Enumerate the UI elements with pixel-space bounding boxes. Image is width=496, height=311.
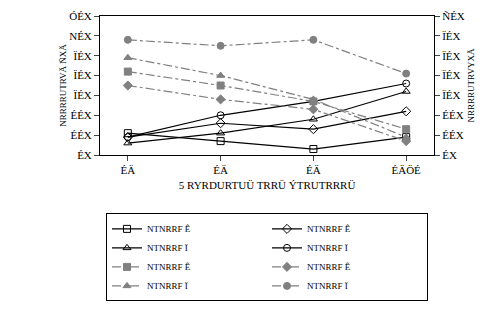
svg-text:ÏÉX: ÏÉX xyxy=(73,69,91,81)
svg-text:NRRRRUTRVYXÄ: NRRRRUTRVYXÄ xyxy=(466,48,476,122)
svg-text:ÏÉX: ÏÉX xyxy=(442,89,460,101)
svg-text:ÓÉX: ÓÉX xyxy=(69,10,92,22)
svg-text:ÉÉX: ÉÉX xyxy=(70,129,91,141)
svg-text:ÏÉX: ÏÉX xyxy=(73,50,91,62)
svg-text:NTNRRF Ê: NTNRRF Ê xyxy=(307,224,351,234)
svg-text:ÉÉX: ÉÉX xyxy=(442,109,463,121)
svg-text:ÉÉX: ÉÉX xyxy=(442,129,463,141)
svg-text:ÉX: ÉX xyxy=(77,149,92,161)
svg-text:ÑÉX: ÑÉX xyxy=(442,10,465,22)
svg-text:ÉÉX: ÉÉX xyxy=(70,109,91,121)
svg-text:NTNRRF Ê: NTNRRF Ê xyxy=(147,224,191,234)
svg-text:NTNRRF Ï: NTNRRF Ï xyxy=(147,281,188,291)
svg-text:ÉX: ÉX xyxy=(442,149,457,161)
svg-text:NTNRRF Ï: NTNRRF Ï xyxy=(307,243,348,253)
svg-text:ÉÄÖÉ: ÉÄÖÉ xyxy=(392,164,422,176)
svg-text:ÉÄ: ÉÄ xyxy=(120,164,135,176)
svg-text:NÉX: NÉX xyxy=(69,30,92,42)
svg-text:NTNRRF Ï: NTNRRF Ï xyxy=(307,281,348,291)
svg-text:5 RYRDURTUÜ TRRÜ ÝTRUTRRRÜ: 5 RYRDURTUÜ TRRÜ ÝTRUTRRRÜ xyxy=(179,179,356,191)
svg-text:ÉÄ: ÉÄ xyxy=(306,164,321,176)
svg-text:ÏÉX: ÏÉX xyxy=(442,69,460,81)
svg-text:ÉÄ: ÉÄ xyxy=(213,164,228,176)
svg-text:NRRRRUTRVÄ ÑXÄ: NRRRRUTRVÄ ÑXÄ xyxy=(58,44,68,127)
svg-text:ÏÉX: ÏÉX xyxy=(442,30,460,42)
svg-text:NTNRRF Ê: NTNRRF Ê xyxy=(147,262,191,272)
svg-text:NTNRRF Ï: NTNRRF Ï xyxy=(147,243,188,253)
svg-text:ÏÉX: ÏÉX xyxy=(73,89,91,101)
svg-text:ÏÉX: ÏÉX xyxy=(442,50,460,62)
svg-text:NTNRRF Ê: NTNRRF Ê xyxy=(307,262,351,272)
